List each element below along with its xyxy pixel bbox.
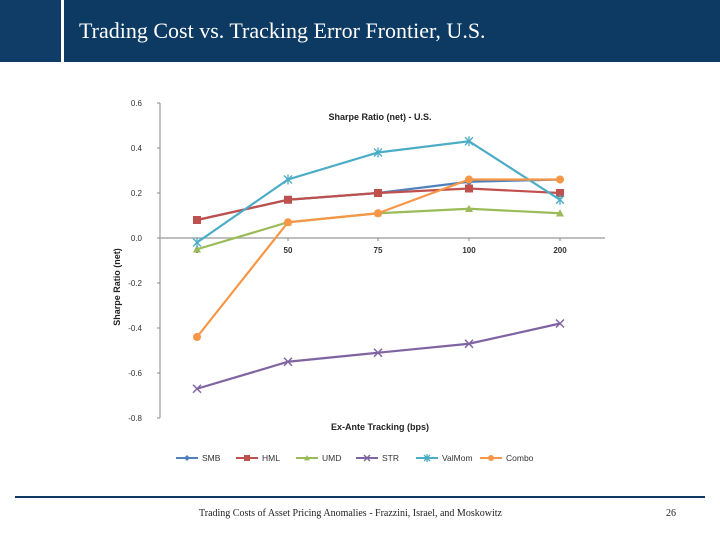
data-point <box>284 218 292 227</box>
series-line <box>196 322 561 390</box>
series-str <box>192 318 565 394</box>
x-tick-label: 100 <box>462 246 476 255</box>
data-point <box>283 174 293 185</box>
y-tick-label: -0.4 <box>128 324 142 333</box>
data-point <box>373 147 383 158</box>
legend-label: Combo <box>506 453 534 463</box>
legend-item-umd: UMD <box>296 453 341 463</box>
data-point <box>555 318 565 329</box>
legend-label: UMD <box>322 453 341 463</box>
data-point <box>465 175 473 184</box>
data-point <box>244 455 250 461</box>
y-tick-label: -0.2 <box>128 279 142 288</box>
series-line <box>196 178 560 338</box>
x-tick-label: 50 <box>284 246 293 255</box>
data-point <box>192 237 202 248</box>
data-point <box>374 209 382 218</box>
legend-item-combo: Combo <box>480 453 534 463</box>
data-point <box>193 333 201 341</box>
data-point <box>556 189 564 197</box>
y-tick-label: 0.0 <box>131 234 143 243</box>
data-point <box>374 189 382 197</box>
page-number: 26 <box>666 508 676 519</box>
legend-label: ValMom <box>442 453 473 463</box>
series-layer <box>192 136 565 394</box>
y-tick-label: 0.2 <box>131 189 143 198</box>
data-point <box>423 454 431 462</box>
y-axis: 0.6 0.4 0.2 0.0 -0.2 -0.4 -0.6 -0.8 <box>128 99 161 423</box>
data-point <box>465 184 473 193</box>
data-point <box>304 455 310 461</box>
data-point <box>184 455 190 461</box>
data-point <box>465 204 473 212</box>
chart-title: Sharpe Ratio (net) - U.S. <box>328 112 431 122</box>
sharpe-ratio-chart: Sharpe Ratio (net) - U.S. Ex-Ante Tracki… <box>112 99 605 463</box>
title-bar: Trading Cost vs. Tracking Error Frontier… <box>0 0 720 62</box>
y-tick-label: -0.6 <box>128 369 142 378</box>
y-axis-label: Sharpe Ratio (net) <box>112 248 122 326</box>
legend-item-str: STR <box>356 453 399 463</box>
title-bar-accent <box>0 0 60 62</box>
x-tick-label: 75 <box>374 246 383 255</box>
y-tick-label: 0.6 <box>131 99 143 108</box>
legend: SMB HML UMD STR ValMom Combo <box>176 453 534 463</box>
data-point <box>556 175 564 184</box>
series-hml <box>193 184 564 224</box>
x-axis-label: Ex-Ante Tracking (bps) <box>331 422 429 432</box>
title-bar-separator <box>61 0 64 62</box>
legend-item-smb: SMB <box>176 453 221 463</box>
data-point <box>283 357 293 367</box>
data-point <box>464 339 474 349</box>
data-point <box>556 209 564 217</box>
footer-rule <box>15 496 705 498</box>
y-tick-label: -0.8 <box>128 414 142 423</box>
data-point <box>193 216 201 224</box>
legend-label: STR <box>382 453 399 463</box>
legend-label: HML <box>262 453 280 463</box>
data-point <box>193 245 201 253</box>
footer-citation: Trading Costs of Asset Pricing Anomalies… <box>199 508 502 519</box>
series-combo <box>193 175 564 341</box>
data-point <box>192 384 202 394</box>
legend-label: SMB <box>202 453 221 463</box>
slide-title: Trading Cost vs. Tracking Error Frontier… <box>79 18 486 43</box>
data-point <box>464 136 474 147</box>
series-valmom <box>192 136 565 248</box>
x-tick-label: 200 <box>553 246 567 255</box>
y-tick-label: 0.4 <box>131 144 143 153</box>
legend-item-hml: HML <box>236 453 280 463</box>
data-point <box>284 195 292 204</box>
data-point <box>488 455 494 461</box>
legend-item-valmom: ValMom <box>416 453 473 463</box>
data-point <box>373 348 383 358</box>
data-point <box>363 454 371 462</box>
data-point <box>555 194 565 205</box>
chart-container: Sharpe Ratio (net) - U.S. Ex-Ante Tracki… <box>100 90 612 480</box>
